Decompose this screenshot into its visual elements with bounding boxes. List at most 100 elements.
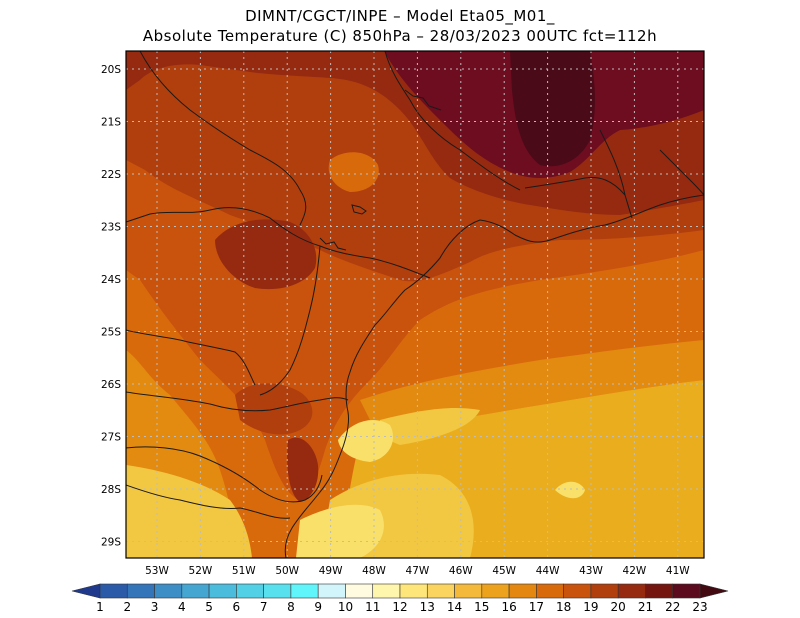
colorbar-label: 5: [205, 600, 213, 614]
lat-lon-grid: [126, 51, 704, 558]
colorbar-swatch: [426, 583, 455, 599]
colorbar-arrow-low: [71, 583, 101, 599]
zone-23: [510, 51, 595, 167]
lon-label: 48W: [362, 565, 386, 577]
colorbar-swatch: [590, 583, 619, 599]
state-border-sp-pr: [126, 207, 431, 279]
colorbar-swatch: [345, 583, 374, 599]
colorbar-label: 16: [501, 600, 516, 614]
colorbar-swatch: [372, 583, 401, 599]
colorbar-label: 11: [365, 600, 380, 614]
state-border-sc-rs: [126, 446, 323, 503]
lat-label: 22S: [101, 169, 121, 181]
colorbar-label: 20: [611, 600, 626, 614]
colorbar-swatch: [399, 583, 428, 599]
lon-label: 51W: [232, 565, 256, 577]
zone-19-coast: [328, 152, 379, 192]
colorbar-label: 22: [665, 600, 680, 614]
colorbar-label: 21: [638, 600, 653, 614]
colorbar-swatch: [617, 583, 646, 599]
colorbar-swatch: [126, 583, 155, 599]
zone-15: [126, 465, 252, 558]
colorbar-label: 7: [260, 600, 268, 614]
state-border-go: [139, 51, 307, 226]
lon-label: 45W: [492, 565, 516, 577]
colorbar-label: 14: [447, 600, 462, 614]
colorbar-label: 8: [287, 600, 295, 614]
colorbar-swatch: [454, 583, 483, 599]
coast-borders: [126, 51, 704, 558]
colorbar-labels: 1 2 3 4 5 6 7 8 9 10 11 12 13 14 15 16 17 18 19 20 21 22 23: [96, 600, 707, 614]
colorbar-label: 15: [474, 600, 489, 614]
latitude-labels: 20S 21S 22S 23S 24S 25S 26S 27S 28S 29S: [101, 64, 121, 549]
zone-14-small: [555, 481, 585, 499]
reservoir-2: [319, 237, 347, 251]
colorbar-label: 1: [96, 600, 104, 614]
colorbar-label: 23: [692, 600, 707, 614]
colorbar-swatch: [508, 583, 537, 599]
reservoir-3: [404, 89, 442, 111]
lat-label: 23S: [101, 222, 121, 234]
colorbar-arrow-high: [699, 583, 729, 599]
colorbar-swatch: [563, 583, 592, 599]
lon-label: 50W: [275, 565, 299, 577]
lon-label: 46W: [449, 565, 473, 577]
colorbar-label: 6: [233, 600, 241, 614]
colorbar-swatch: [317, 583, 346, 599]
coastline: [284, 194, 704, 558]
colorbar-label: 13: [420, 600, 435, 614]
lat-label: 24S: [101, 274, 121, 286]
colorbar-swatch: [181, 583, 210, 599]
lat-label: 20S: [101, 64, 121, 76]
longitude-labels: 53W 52W 51W 50W 49W 48W 47W 46W 45W 44W 43W 42W 41W: [145, 565, 690, 577]
lon-label: 43W: [579, 565, 603, 577]
colorbar-swatch: [645, 583, 674, 599]
colorbar-label: 4: [178, 600, 186, 614]
state-border-mg: [384, 51, 521, 191]
zone-14: [296, 504, 384, 558]
colorbar-swatch: [99, 583, 128, 599]
lat-label: 21S: [101, 117, 121, 129]
lon-label: 53W: [145, 565, 169, 577]
colorbar-swatch: [236, 583, 264, 599]
lat-label: 26S: [101, 379, 121, 391]
colorbar-swatch: [154, 583, 183, 599]
colorbar-label: 19: [583, 600, 598, 614]
colorbar-label: 9: [314, 600, 322, 614]
lat-label: 28S: [101, 484, 121, 496]
colorbar-swatch: [536, 583, 564, 599]
state-border-pr-sc: [126, 391, 349, 412]
colorbar-swatch: [481, 583, 510, 599]
map-frame: [125, 50, 705, 559]
colorbar-label: 17: [529, 600, 544, 614]
title-line-1: DIMNT/CGCT/INPE – Model Eta05_M01_: [245, 7, 555, 25]
state-border-rj-mg: [524, 177, 626, 196]
lon-label: 52W: [189, 565, 213, 577]
colorbar-label: 12: [392, 600, 407, 614]
lon-label: 47W: [406, 565, 430, 577]
reservoir-1: [351, 204, 367, 215]
lon-label: 42W: [623, 565, 647, 577]
temperature-field: [126, 51, 704, 558]
zone-15-ocean: [379, 408, 480, 445]
colorbar-label: 3: [151, 600, 159, 614]
lat-label: 25S: [101, 327, 121, 339]
state-border-ms-pr: [126, 329, 256, 386]
country-border-south: [126, 484, 291, 519]
lon-label: 49W: [319, 565, 343, 577]
title-line-2: Absolute Temperature (C) 850hPa – 28/03/…: [142, 27, 658, 45]
state-border-east: [659, 149, 704, 196]
colorbar-label: 2: [123, 600, 131, 614]
colorbar: [71, 583, 729, 599]
lon-label: 44W: [536, 565, 560, 577]
colorbar-swatch: [208, 583, 237, 599]
zone-21-interior: [215, 219, 317, 290]
lon-label: 41W: [666, 565, 690, 577]
colorbar-label: 10: [338, 600, 353, 614]
colorbar-swatch: [263, 583, 292, 599]
lat-label: 27S: [101, 432, 121, 444]
state-border-ms-sp: [259, 245, 321, 396]
colorbar-label: 18: [556, 600, 571, 614]
lat-label: 29S: [101, 537, 121, 549]
